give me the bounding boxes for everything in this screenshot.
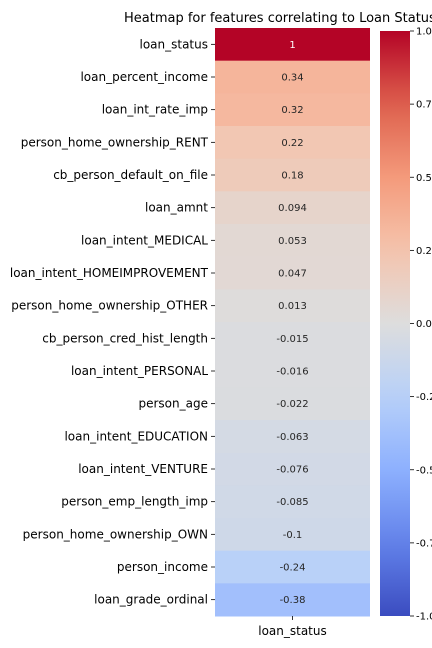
row-label: loan_percent_income — [80, 70, 208, 84]
colorbar-tick-label: -0.75 — [416, 538, 432, 549]
heatmap-cell — [215, 28, 370, 62]
row-label: person_age — [139, 397, 209, 411]
heatmap-cell — [215, 224, 370, 258]
row-label: cb_person_default_on_file — [53, 168, 208, 182]
colorbar-tick-label: 0.25 — [416, 246, 432, 257]
heatmap-cell — [215, 93, 370, 127]
cell-value-label: -0.1 — [283, 530, 303, 541]
heatmap-cell — [215, 256, 370, 290]
heatmap-cell — [215, 158, 370, 192]
row-label: loan_grade_ordinal — [94, 593, 208, 607]
row-label: cb_person_cred_hist_length — [42, 331, 208, 345]
cell-value-label: -0.24 — [280, 563, 306, 574]
chart-title: Heatmap for features correlating to Loan… — [124, 11, 432, 26]
heatmap-cell — [215, 322, 370, 356]
colorbar-tick-label: -1.00 — [416, 612, 432, 623]
heatmap-cell — [215, 126, 370, 160]
cell-value-label: -0.38 — [280, 595, 306, 606]
row-label: loan_intent_EDUCATION — [64, 429, 208, 443]
heatmap-cell — [215, 289, 370, 323]
heatmap-cell — [215, 60, 370, 94]
cell-value-label: 0.053 — [278, 236, 307, 247]
row-label: person_home_ownership_RENT — [21, 135, 209, 149]
cell-value-label: 0.32 — [281, 105, 303, 116]
row-label: person_emp_length_imp — [61, 495, 208, 509]
heatmap-cell — [215, 583, 370, 617]
cell-value-label: -0.016 — [276, 367, 308, 378]
row-label: person_home_ownership_OWN — [23, 527, 208, 541]
colorbar-tick-label: 0.75 — [416, 100, 432, 111]
cell-value-label: 0.34 — [281, 73, 303, 84]
heatmap-cell — [215, 550, 370, 584]
heatmap-cell — [215, 387, 370, 421]
row-label: loan_status — [139, 37, 208, 51]
colorbar-tick-label: -0.25 — [416, 392, 432, 403]
cell-value-label: -0.022 — [276, 399, 308, 410]
column-labels: loan_status — [258, 616, 327, 638]
cell-value-label: 0.22 — [281, 138, 303, 149]
cell-value-label: 1 — [289, 40, 295, 51]
cell-value-label: -0.085 — [276, 497, 308, 508]
heatmap-cell — [215, 420, 370, 454]
row-label: loan_intent_PERSONAL — [71, 364, 208, 378]
cell-value-label: 0.094 — [278, 203, 307, 214]
colorbar-ticks: -1.00 -0.75 -0.50 -0.25 0.00 0.25 0.50 0.75 1.00 — [410, 27, 432, 623]
heatmap-cell — [215, 354, 370, 388]
row-label: loan_int_rate_imp — [102, 103, 208, 117]
row-label: person_income — [117, 560, 208, 574]
row-label: loan_intent_HOMEIMPROVEMENT — [10, 266, 209, 280]
heatmap-cell — [215, 485, 370, 519]
row-label: loan_amnt — [145, 201, 208, 215]
colorbar-tick-label: 1.00 — [416, 27, 432, 38]
row-labels: loan_status loan_percent_income loan_int_r… — [10, 37, 215, 607]
row-label: loan_intent_MEDICAL — [81, 233, 208, 247]
cell-value-label: -0.076 — [276, 465, 308, 476]
row-label: person_home_ownership_OTHER — [11, 299, 208, 313]
row-label: loan_intent_VENTURE — [78, 462, 208, 476]
colorbar — [380, 31, 410, 616]
cell-value-label: -0.063 — [276, 432, 308, 443]
cell-value-label: 0.047 — [278, 269, 307, 280]
cell-value-label: 0.18 — [281, 171, 303, 182]
colorbar-tick-label: -0.50 — [416, 465, 432, 476]
heatmap-cell — [215, 518, 370, 552]
heatmap-cells: 1 0.34 0.32 0.22 0.18 0.094 0.053 0.047 0.013 -0.… — [215, 28, 370, 617]
cell-value-label: 0.013 — [278, 301, 307, 312]
colorbar-tick-label: 0.00 — [416, 319, 432, 330]
heatmap-cell — [215, 452, 370, 486]
column-label: loan_status — [258, 624, 327, 638]
cell-value-label: -0.015 — [276, 334, 308, 345]
colorbar-tick-label: 0.50 — [416, 173, 432, 184]
heatmap-cell — [215, 191, 370, 225]
